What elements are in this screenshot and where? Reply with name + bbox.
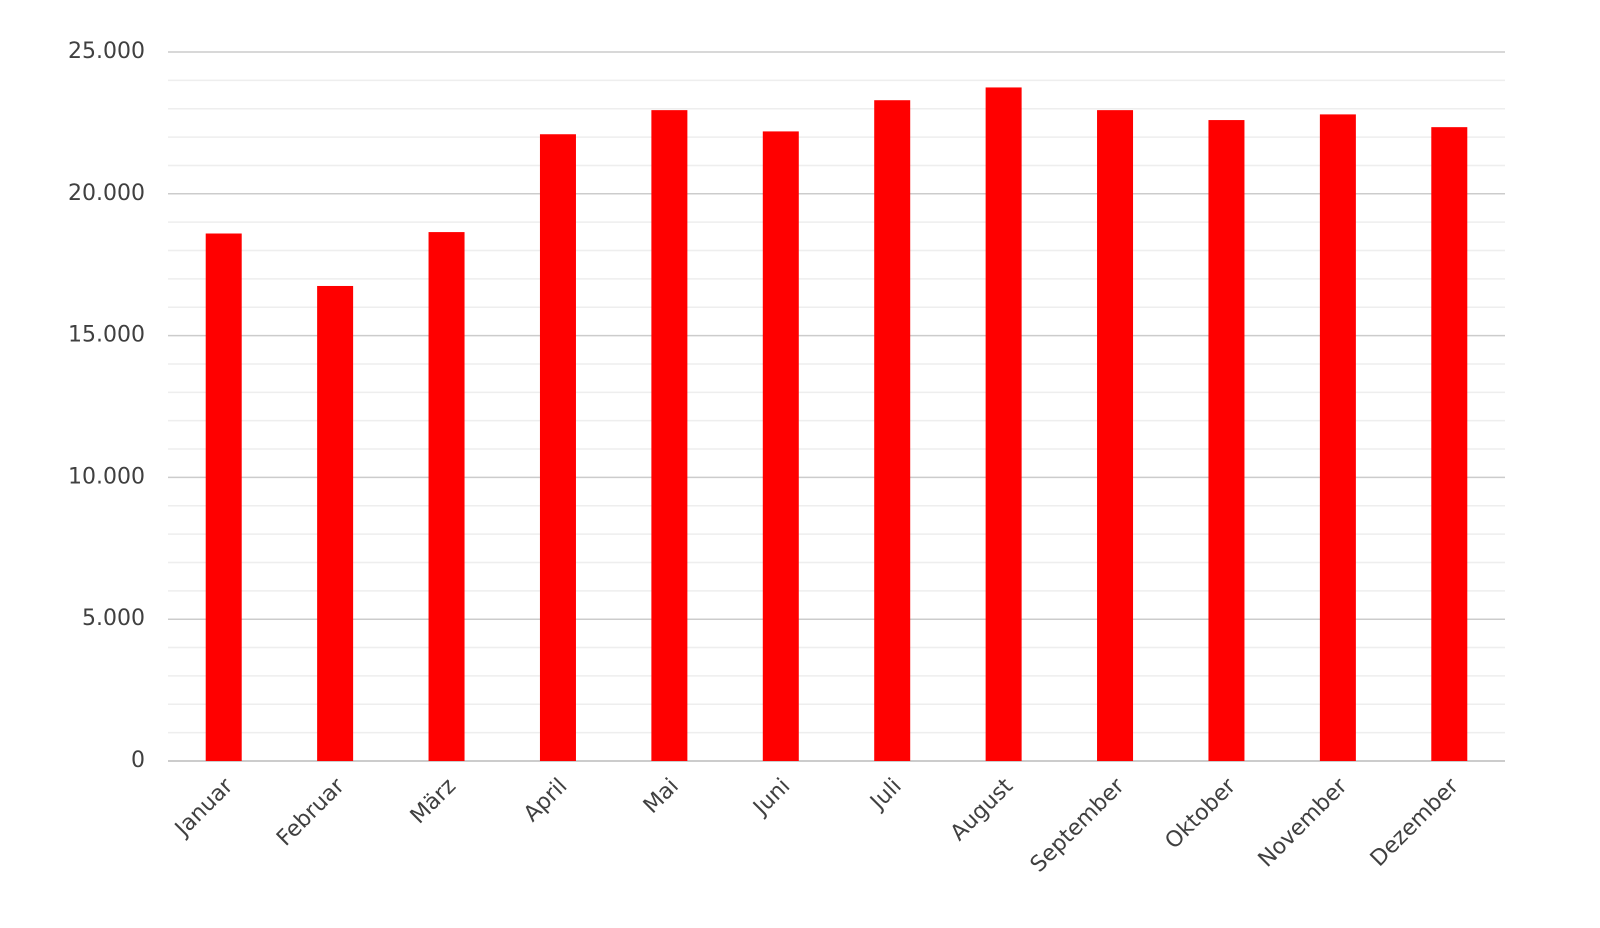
x-tick-label: Juli bbox=[865, 774, 907, 816]
bar bbox=[985, 87, 1022, 761]
x-tick-label: März bbox=[406, 774, 461, 829]
y-tick-label: 10.000 bbox=[68, 464, 145, 489]
x-tick-label: September bbox=[1026, 773, 1130, 877]
bar bbox=[1319, 114, 1356, 762]
y-tick-label: 25.000 bbox=[68, 39, 145, 64]
bar bbox=[762, 131, 799, 761]
bar bbox=[428, 232, 465, 761]
bar bbox=[1208, 120, 1245, 761]
bar bbox=[539, 134, 576, 761]
bar bbox=[317, 285, 354, 761]
bar bbox=[874, 100, 911, 762]
y-tick-label: 15.000 bbox=[68, 323, 145, 348]
x-tick-label: November bbox=[1254, 773, 1353, 872]
y-tick-label: 5.000 bbox=[82, 606, 145, 631]
bar bbox=[1431, 127, 1468, 762]
x-tick-label: Mai bbox=[639, 774, 684, 819]
x-tick-label: Juni bbox=[748, 774, 796, 822]
y-tick-label: 20.000 bbox=[68, 181, 145, 206]
x-tick-label: April bbox=[519, 774, 572, 827]
x-tick-label: Februar bbox=[272, 773, 350, 851]
y-tick-label: 0 bbox=[131, 748, 145, 773]
bar bbox=[651, 110, 688, 761]
x-tick-label: Oktober bbox=[1161, 773, 1242, 854]
x-tick-label: August bbox=[946, 774, 1018, 846]
bar bbox=[1097, 110, 1134, 761]
x-tick-label: Dezember bbox=[1366, 773, 1465, 872]
x-tick-label: Januar bbox=[169, 773, 239, 843]
bar bbox=[205, 233, 242, 761]
